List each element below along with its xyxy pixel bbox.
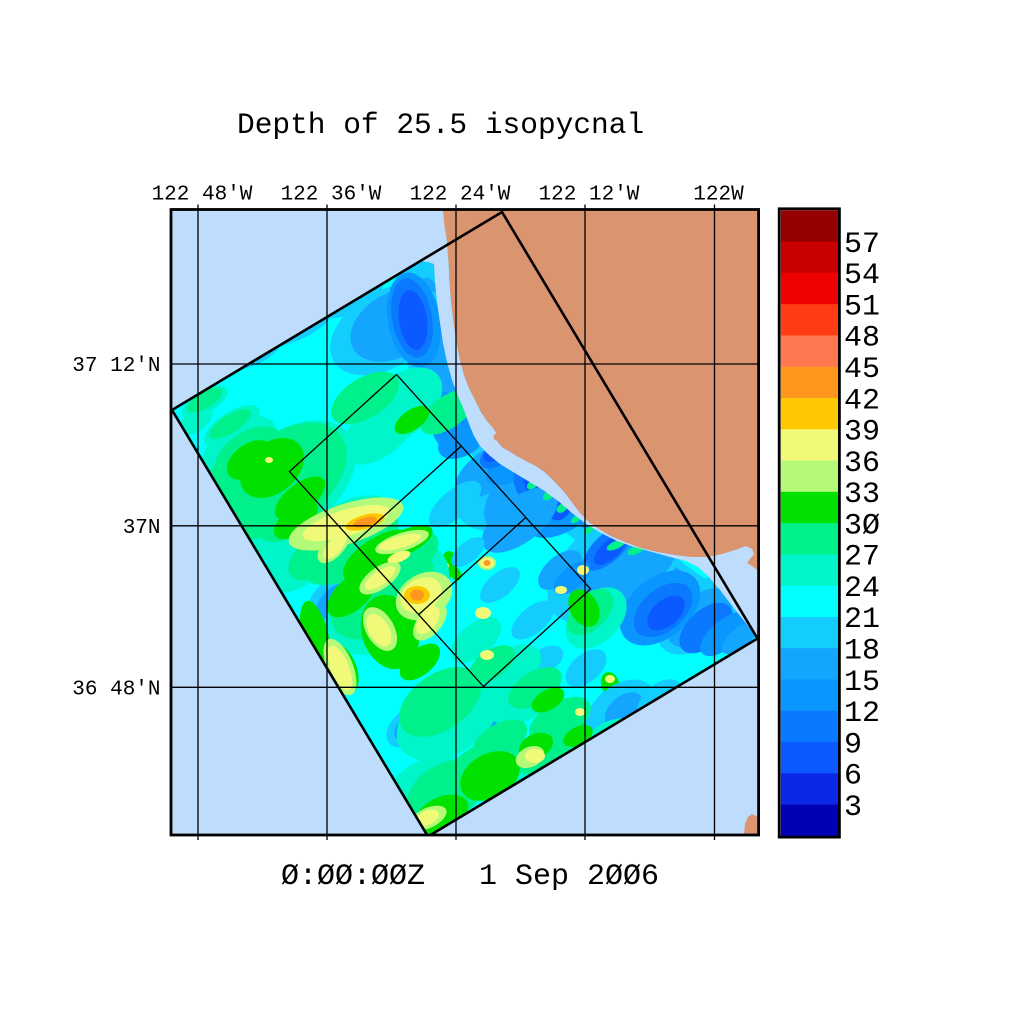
svg-text:54: 54	[844, 259, 880, 293]
svg-text:122 24'W: 122 24'W	[410, 184, 511, 207]
svg-text:33: 33	[844, 478, 880, 512]
svg-text:6: 6	[844, 760, 862, 794]
svg-text:24: 24	[844, 572, 880, 606]
svg-text:15: 15	[844, 666, 880, 700]
svg-text:45: 45	[844, 353, 880, 387]
svg-text:48: 48	[844, 322, 880, 356]
svg-text:51: 51	[844, 290, 880, 324]
svg-text:12: 12	[844, 697, 880, 731]
svg-text:3Ø: 3Ø	[844, 509, 880, 543]
svg-text:42: 42	[844, 384, 880, 418]
svg-text:37N: 37N	[123, 517, 161, 540]
svg-text:122W: 122W	[693, 184, 744, 207]
svg-text:36: 36	[844, 447, 880, 481]
svg-text:21: 21	[844, 603, 880, 637]
svg-text:18: 18	[844, 635, 880, 669]
svg-text:Depth of 25.5 isopycnal: Depth of 25.5 isopycnal	[237, 108, 644, 142]
svg-text:9: 9	[844, 728, 862, 762]
svg-text:122 36'W: 122 36'W	[281, 184, 382, 207]
svg-text:57: 57	[844, 228, 880, 262]
svg-text:36 48'N: 36 48'N	[72, 678, 160, 701]
svg-text:Ø:ØØ:ØØZ 1 Sep 2ØØ6: Ø:ØØ:ØØZ 1 Sep 2ØØ6	[281, 860, 659, 894]
svg-text:39: 39	[844, 416, 880, 450]
svg-text:122 12'W: 122 12'W	[539, 184, 640, 207]
svg-text:27: 27	[844, 541, 880, 575]
svg-text:122 48'W: 122 48'W	[152, 184, 253, 207]
svg-text:37 12'N: 37 12'N	[72, 355, 160, 378]
svg-text:3: 3	[844, 791, 862, 825]
